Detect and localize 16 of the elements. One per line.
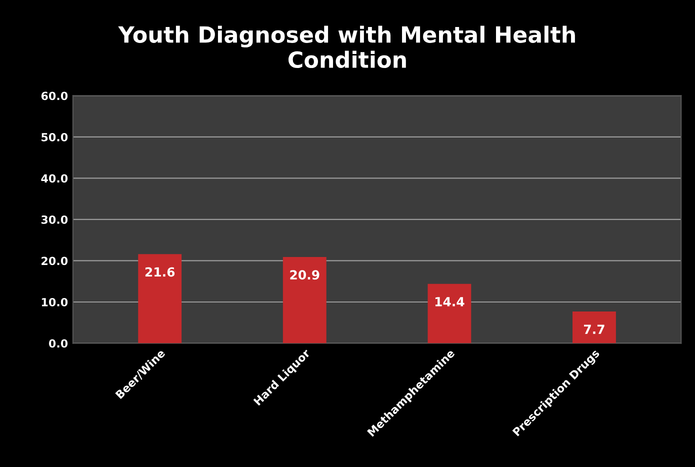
data-label: 20.9 bbox=[290, 270, 320, 280]
chart-title: Youth Diagnosed with Mental Health Condition bbox=[118, 26, 575, 68]
y-tick-label: 0.0 bbox=[48, 339, 68, 348]
bar bbox=[138, 254, 182, 344]
y-tick-label: 20.0 bbox=[42, 256, 68, 266]
bar bbox=[428, 284, 472, 344]
y-tick-label: 40.0 bbox=[41, 174, 68, 183]
y-tick-label: 10.0 bbox=[42, 298, 68, 306]
bar bbox=[572, 311, 616, 344]
y-tick-label: 50.0 bbox=[42, 132, 68, 142]
y-tick-label: 30.0 bbox=[41, 215, 68, 224]
y-tick-label: 60.0 bbox=[41, 92, 68, 100]
bar bbox=[282, 257, 326, 344]
data-label: 7.7 bbox=[584, 324, 604, 334]
data-label: 14.4 bbox=[435, 297, 464, 306]
data-label: 21.6 bbox=[145, 267, 175, 277]
